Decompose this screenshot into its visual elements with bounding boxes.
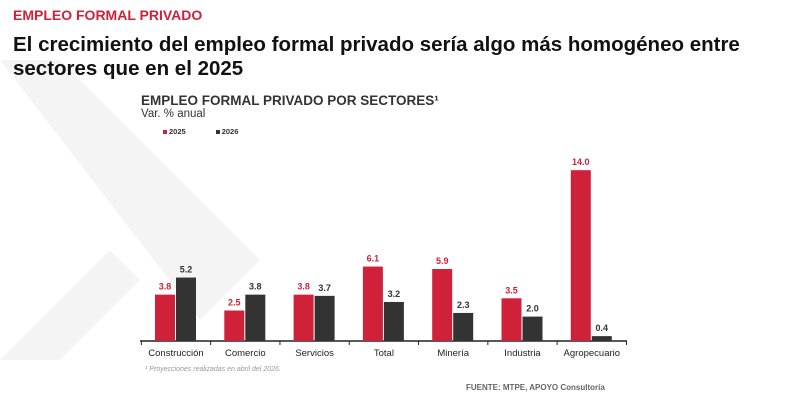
category-label: Comercio (225, 348, 266, 359)
legend-swatch-2026 (215, 130, 220, 135)
category-label: Total (374, 348, 394, 359)
legend-item-2026: 2026 (215, 127, 238, 136)
bar-2025 (501, 298, 522, 341)
bar-2026 (314, 295, 335, 341)
chart-subtitle: Var. % anual (141, 108, 206, 120)
bar-2026 (245, 294, 266, 341)
legend-swatch-2025 (163, 130, 167, 135)
data-label: 3.8 (249, 282, 262, 292)
data-label: 3.7 (318, 283, 331, 293)
chart-legend: 2025 2026 (163, 127, 238, 136)
chart-title: EMPLEO FORMAL PRIVADO POR SECTORES¹ (141, 93, 439, 108)
data-label: 3.5 (505, 285, 518, 295)
category-label: Servicios (295, 348, 334, 359)
bar-2025 (293, 294, 314, 341)
category-label: Agropecuario (564, 348, 621, 359)
data-label: 5.9 (436, 256, 449, 266)
category-label: Minería (437, 348, 469, 359)
data-label: 6.1 (367, 254, 380, 264)
data-label: 3.2 (388, 289, 401, 299)
data-label: 14.0 (572, 157, 590, 167)
source-note: FUENTE: MTPE, APOYO Consultoría (466, 383, 605, 392)
data-label: 2.5 (228, 298, 241, 308)
bar-2025 (155, 294, 175, 341)
data-label: 0.4 (596, 323, 609, 333)
data-label: 5.2 (180, 265, 193, 275)
data-label: 2.0 (526, 304, 539, 314)
bar-2025 (362, 266, 383, 341)
legend-item-2025: 2025 (163, 127, 186, 136)
bar-2026 (176, 277, 196, 341)
footnote: ¹ Proyecciones realizadas en abril del 2… (145, 366, 281, 373)
bar-2026 (453, 312, 474, 341)
bar-2026 (383, 301, 404, 341)
bar-2025 (224, 310, 245, 341)
category-label: Industria (504, 348, 541, 359)
bar-2025 (570, 170, 591, 341)
data-label: 3.8 (297, 282, 310, 292)
page-title: El crecimiento del empleo formal privado… (13, 33, 740, 80)
category-label: Construcción (148, 348, 203, 359)
bar-2026 (591, 336, 612, 341)
data-label: 3.8 (159, 282, 172, 292)
bar-2025 (432, 269, 453, 341)
data-label: 2.3 (457, 300, 470, 310)
bar-2026 (522, 316, 543, 341)
section-kicker: EMPLEO FORMAL PRIVADO (13, 7, 203, 23)
